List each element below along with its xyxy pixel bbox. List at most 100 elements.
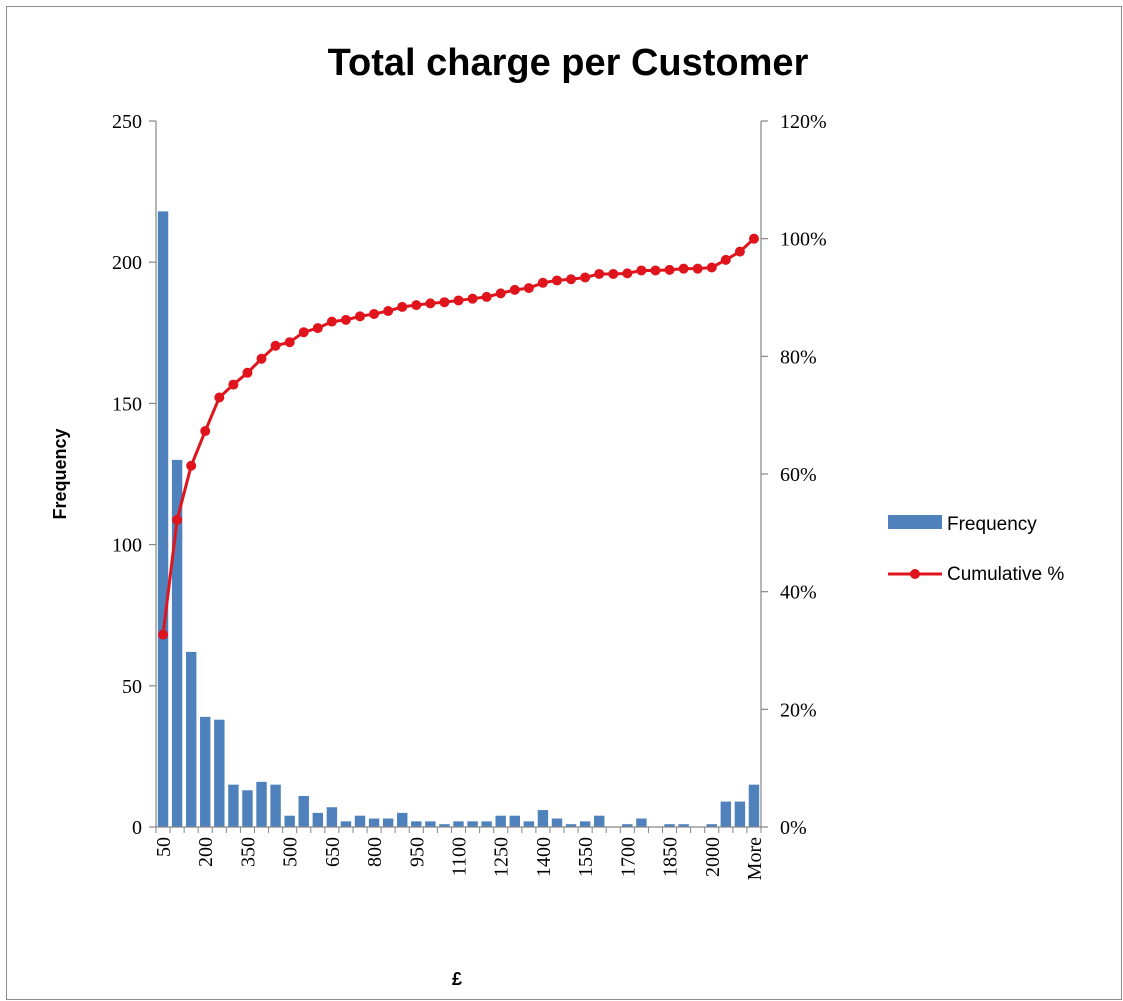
bar-1550 [579,821,591,827]
axes-layer [155,121,762,828]
bar-2000 [706,824,717,827]
y2-tick-label: 100% [780,229,827,251]
bar-500 [284,815,295,827]
cumulative-point-1050 [439,297,450,308]
bar-1450 [551,818,563,827]
cumulative-point-50 [158,629,169,640]
bar-1900 [678,824,689,827]
cumulative-point-300 [228,379,239,390]
bar-50 [157,211,169,827]
y2-tick-label: 40% [780,582,817,604]
bar-300 [228,784,239,827]
cumulative-point-400 [256,353,267,364]
cumulative-point-1850 [664,264,675,275]
cumulative-point-200 [200,426,211,437]
bar-350 [242,790,253,827]
cumulative-point-1500 [566,274,577,285]
cumulative-point-1000 [425,298,436,309]
cumulative-point-900 [397,301,408,312]
bar-850 [382,818,394,827]
legend: Frequency Cumulative % [888,514,1064,585]
cumulative-point-150 [186,460,197,471]
cumulative-point-800 [369,308,380,319]
bar-650 [326,807,338,827]
bar-1500 [565,824,577,827]
y-axis-title: Frequency [50,428,70,519]
bar-400 [256,781,267,827]
bar-450 [270,784,281,827]
x-tick-label: 800 [364,837,386,867]
cumulative-point-550 [298,327,309,338]
cumulative-point-2100 [734,246,745,257]
bar-200 [200,716,211,827]
bar-1200 [481,821,492,827]
cumulative-point-1400 [537,277,548,288]
bar-1400 [537,810,549,827]
x-axis-title: £ [452,969,462,989]
bar-150 [185,651,197,827]
cumulative-point-1800 [650,265,661,276]
bar-1050 [439,824,450,827]
cumulative-point-1200 [481,291,492,302]
cumulative-point-350 [242,367,253,378]
y-tick-label: 100 [112,535,142,557]
x-tick-label: 1100 [449,837,471,876]
cumulative-point-1100 [453,295,464,306]
cumulative-point-2000 [706,262,717,273]
cumulative-point-750 [355,311,366,322]
bar-700 [340,821,352,827]
cumulative-point-600 [312,323,323,334]
x-tick-label: More [744,837,766,880]
cumulative-point-100 [172,514,183,525]
cumulative-point-1150 [467,293,478,304]
bar-2100 [734,801,746,827]
cumulative-point-1350 [523,283,534,294]
cumulative-point-1450 [551,275,562,286]
cumulative-point-1550 [580,272,591,283]
cumulative-point-500 [284,337,295,348]
bar-550 [298,795,309,827]
bar-1700 [622,824,633,827]
x-tick-label: 650 [322,837,344,867]
bar-1150 [467,821,478,827]
x-tick-label: 1400 [533,837,555,877]
legend-label-cumulative: Cumulative % [947,564,1064,585]
cumulative-point-1250 [495,288,506,299]
x-tick-label: 950 [406,837,428,867]
y-tick-label: 0 [132,817,142,839]
ticks-layer: 0 50 100 150 200 250 0% 20% 40% 60% 80% 100% 120% 50 2… [112,111,827,880]
x-tick-label: 200 [195,837,217,867]
x-tick-label: 1850 [660,837,682,877]
cumulative-point-1600 [594,268,605,279]
x-tick-label: 1700 [617,837,639,877]
x-tick-label: 500 [280,837,302,867]
cumulative-line-layer [158,233,759,640]
bar-More [748,784,760,827]
cumulative-point-More [748,233,759,244]
bar-1750 [636,818,647,827]
bar-1350 [523,821,535,827]
bar-250 [214,719,225,827]
cumulative-point-1300 [509,284,520,295]
cumulative-point-250 [214,392,225,403]
bar-1300 [509,815,520,827]
bar-2050 [720,801,732,827]
y-tick-label: 250 [112,111,142,133]
y2-tick-label: 80% [780,346,817,368]
x-tick-label: 50 [153,837,175,857]
legend-swatch-cumulative-marker [910,569,920,579]
x-tick-label: 350 [237,837,259,867]
cumulative-point-1750 [636,265,647,276]
y-tick-label: 150 [112,393,142,415]
cumulative-point-850 [383,306,394,317]
y2-tick-label: 20% [780,699,817,721]
x-tick-label: 2000 [702,837,724,877]
cumulative-point-950 [411,300,422,311]
bars-layer [157,211,760,827]
x-tick-label: 1550 [575,837,597,877]
cumulative-point-450 [270,340,281,351]
cumulative-point-1900 [678,263,689,274]
bar-1000 [425,821,436,827]
bar-1100 [453,821,464,827]
